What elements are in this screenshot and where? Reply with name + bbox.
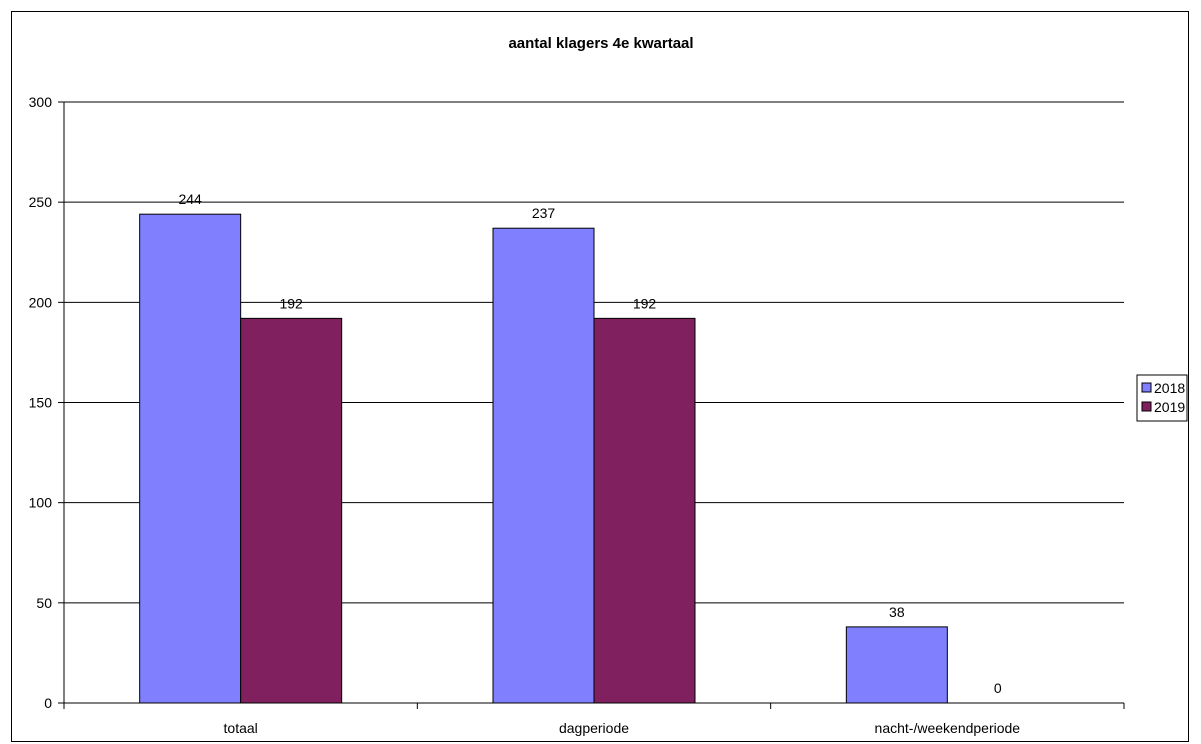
bars — [139, 213, 948, 704]
chart-title: aantal klagers 4e kwartaal — [508, 35, 693, 52]
data-label-2019-dagperiode: 192 — [633, 295, 657, 311]
bar-2018-totaal — [139, 213, 242, 704]
legend-swatch-2019 — [1141, 401, 1152, 412]
data-labels: 244 192 237 192 38 0 — [178, 191, 1001, 696]
bar-2018-dagperiode — [492, 227, 595, 704]
data-label-2018-totaal: 244 — [178, 191, 202, 207]
y-tick-label: 50 — [36, 595, 52, 611]
legend-swatch-2018 — [1141, 382, 1152, 393]
x-category-label: nacht-/weekendperiode — [875, 720, 1021, 736]
legend: 2018 2019 — [1136, 374, 1188, 422]
data-label-2018-nacht-/weekendperiode: 38 — [889, 604, 905, 620]
data-label-2019-nacht-/weekendperiode: 0 — [994, 680, 1002, 696]
legend-label-2018: 2018 — [1154, 380, 1185, 396]
y-tick-label: 150 — [29, 395, 53, 411]
y-tick-label: 300 — [29, 94, 53, 110]
data-label-2018-dagperiode: 237 — [532, 205, 556, 221]
legend-label-2019: 2019 — [1154, 399, 1185, 415]
bar-2018-nacht-/weekendperiode — [845, 626, 948, 704]
y-tick-label: 100 — [29, 495, 53, 511]
data-label-2019-totaal: 192 — [279, 295, 303, 311]
bar-2019-totaal — [240, 317, 343, 704]
y-tick-label: 200 — [29, 294, 53, 310]
bar-2019-dagperiode — [593, 317, 696, 704]
y-tick-label: 0 — [44, 695, 52, 711]
y-tick-label: 250 — [29, 194, 53, 210]
x-category-label: dagperiode — [559, 720, 629, 736]
x-category-label: totaal — [224, 720, 258, 736]
